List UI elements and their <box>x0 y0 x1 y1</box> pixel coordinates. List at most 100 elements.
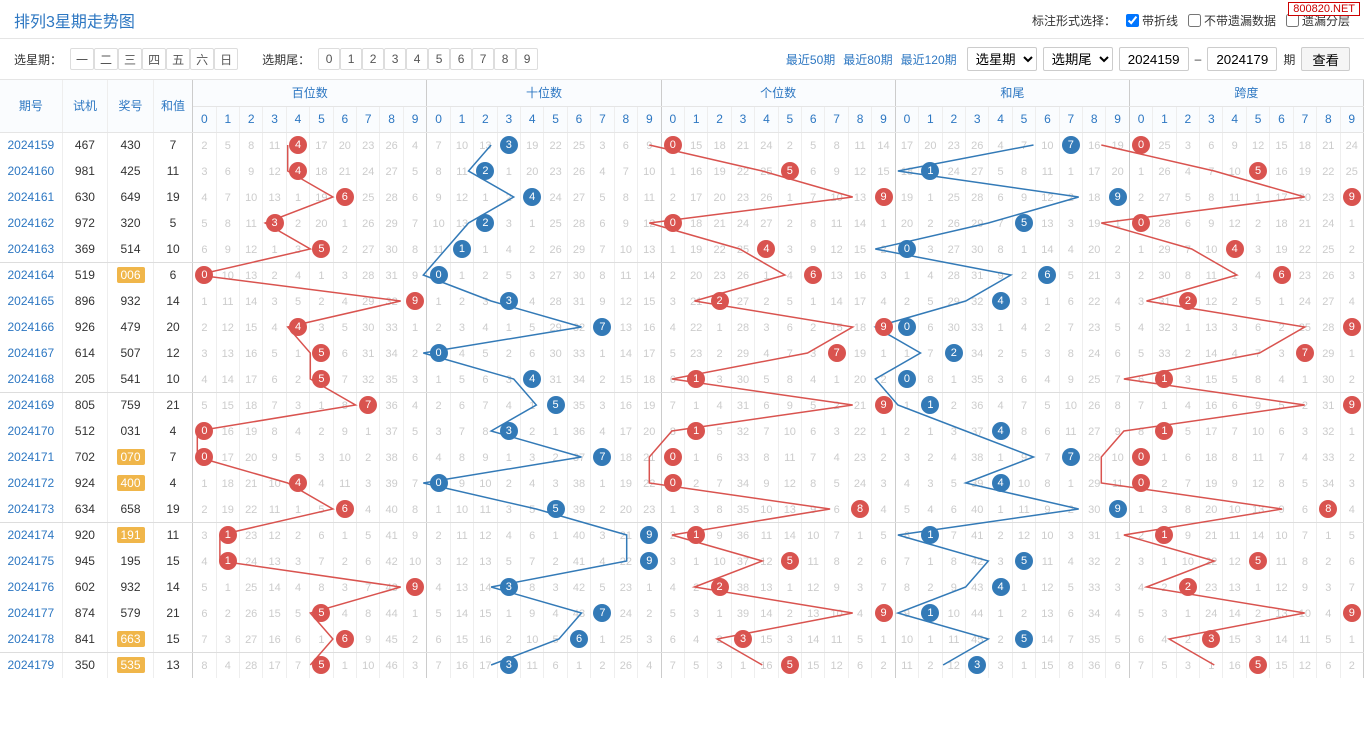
miss-value: 11 <box>1299 634 1310 646</box>
digit-cell: 0 <box>895 314 918 340</box>
digit-cell: 20 <box>895 210 918 236</box>
opt-miss-checkbox[interactable] <box>1188 14 1201 27</box>
miss-value: 9 <box>787 400 793 412</box>
miss-value: 19 <box>1112 140 1124 152</box>
miss-value: 21 <box>643 452 655 464</box>
miss-value: 1 <box>482 244 488 256</box>
digit-header: 0 <box>193 106 216 132</box>
recent-link[interactable]: 最近50期 <box>782 53 839 67</box>
miss-value: 4 <box>529 478 535 490</box>
miss-value: 15 <box>831 322 843 334</box>
digit-cell: 1 <box>286 184 309 210</box>
tail-btn[interactable]: 9 <box>516 48 538 70</box>
digit-cell: 7 <box>895 548 918 574</box>
digit-cell: 1 <box>684 522 707 548</box>
miss-value: 5 <box>1138 608 1144 620</box>
digit-cell: 1 <box>1176 314 1199 340</box>
digit-cell: 36 <box>731 522 754 548</box>
period-cell: 2024178 <box>0 626 62 652</box>
miss-value: 12 <box>760 556 772 568</box>
digit-cell: 30 <box>1317 366 1340 392</box>
select-tail[interactable]: 选期尾 <box>1043 47 1113 71</box>
tail-btn[interactable]: 4 <box>406 48 428 70</box>
digit-cell: 5 <box>661 340 684 366</box>
digit-cell: 3 <box>778 626 801 652</box>
tail-btn[interactable]: 0 <box>318 48 340 70</box>
miss-value: 1 <box>1161 400 1167 412</box>
week-btn[interactable]: 二 <box>94 48 118 70</box>
digit-cell: 19 <box>1106 132 1129 158</box>
digit-cell: 4 <box>1223 236 1246 262</box>
digit-cell: 29 <box>1083 470 1106 496</box>
miss-value: 7 <box>834 530 840 542</box>
tail-btn[interactable]: 5 <box>428 48 450 70</box>
digit-cell: 1 <box>567 652 590 678</box>
digit-cell: 4 <box>521 184 544 210</box>
miss-value: 8 <box>951 556 957 568</box>
miss-value: 13 <box>268 192 280 204</box>
week-btn[interactable]: 六 <box>190 48 214 70</box>
digit-cell: 1 <box>919 392 942 418</box>
tail-btn[interactable]: 3 <box>384 48 406 70</box>
miss-value: 11 <box>1206 270 1217 282</box>
miss-value: 3 <box>763 322 769 334</box>
digit-cell: 7 <box>1270 444 1293 470</box>
digit-cell: 3 <box>802 340 825 366</box>
digit-cell: 6 <box>1270 262 1293 288</box>
miss-value: 3 <box>1255 634 1261 646</box>
miss-value: 13 <box>643 244 655 256</box>
ball: 3 <box>500 422 518 440</box>
digit-cell: 5 <box>1012 340 1035 366</box>
tail-btn[interactable]: 1 <box>340 48 362 70</box>
miss-value: 12 <box>948 660 960 672</box>
digit-cell: 4 <box>193 548 216 574</box>
period-to-input[interactable] <box>1207 47 1277 71</box>
miss-value: 16 <box>1205 400 1217 412</box>
select-week[interactable]: 选星期 <box>967 47 1037 71</box>
digit-cell: 22 <box>614 548 637 574</box>
miss-value: 3 <box>459 322 465 334</box>
recent-link[interactable]: 最近120期 <box>897 53 961 67</box>
opt-lines[interactable]: 带折线 <box>1126 12 1178 29</box>
digit-cell: 3 <box>1293 418 1316 444</box>
miss-value: 14 <box>456 608 468 620</box>
ball: 6 <box>1038 266 1056 284</box>
miss-value: 2 <box>717 634 723 646</box>
week-btn[interactable]: 一 <box>70 48 94 70</box>
miss-value: 3 <box>201 348 207 360</box>
miss-value: 25 <box>573 140 585 152</box>
view-button[interactable]: 查看 <box>1301 47 1350 71</box>
digit-cell: 29 <box>567 236 590 262</box>
period-from-input[interactable] <box>1119 47 1189 71</box>
ball: 4 <box>289 474 307 492</box>
digit-cell: 1 <box>1106 522 1129 548</box>
digit-cell: 3 <box>544 470 567 496</box>
ball: 5 <box>1015 630 1033 648</box>
miss-value: 2 <box>342 244 348 256</box>
digit-cell: 11 <box>1012 496 1035 522</box>
miss-value: 1 <box>857 530 863 542</box>
week-btn[interactable]: 五 <box>166 48 190 70</box>
tail-btn[interactable]: 7 <box>472 48 494 70</box>
digit-cell: 5 <box>1176 418 1199 444</box>
digit-cell: 4 <box>521 366 544 392</box>
recent-link[interactable]: 最近80期 <box>839 53 896 67</box>
digit-cell: 3 <box>895 444 918 470</box>
opt-miss[interactable]: 不带遗漏数据 <box>1188 12 1276 29</box>
digit-cell: 9 <box>872 184 896 210</box>
week-btn[interactable]: 四 <box>142 48 166 70</box>
tail-btn[interactable]: 2 <box>362 48 384 70</box>
miss-value: 5 <box>1068 582 1074 594</box>
miss-value: 2 <box>1255 218 1261 230</box>
miss-value: 27 <box>573 192 585 204</box>
week-btn[interactable]: 三 <box>118 48 142 70</box>
week-btn[interactable]: 日 <box>214 48 238 70</box>
miss-value: 29 <box>971 218 983 230</box>
tail-btn[interactable]: 8 <box>494 48 516 70</box>
opt-lines-checkbox[interactable] <box>1126 14 1139 27</box>
tail-btn[interactable]: 6 <box>450 48 472 70</box>
miss-value: 8 <box>1302 556 1308 568</box>
hezhi-cell: 7 <box>153 444 192 470</box>
digit-cell: 3 <box>403 366 427 392</box>
digit-cell: 6 <box>286 626 309 652</box>
